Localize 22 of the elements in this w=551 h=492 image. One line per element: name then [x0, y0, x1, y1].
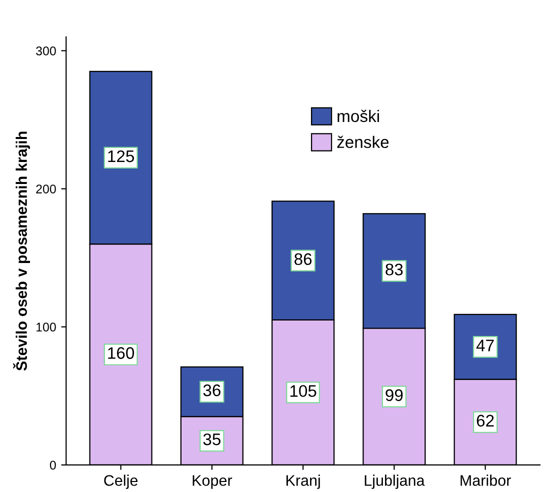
data-label: 99: [386, 389, 403, 402]
y-axis-title: Število oseb v posameznih krajih: [13, 132, 30, 371]
legend-label: ženske: [337, 136, 389, 148]
data-label: 83: [386, 264, 403, 276]
y-tick-label: 200: [36, 184, 56, 194]
data-label: 35: [203, 433, 220, 446]
data-label: 36: [203, 384, 220, 396]
x-tick-label: Ljubljana: [364, 474, 425, 489]
data-label: 125: [108, 150, 134, 162]
legend-label: moški: [338, 110, 379, 122]
data-label: 47: [476, 340, 494, 352]
x-tick-label: Celje: [104, 474, 138, 489]
x-tick-label: Kranj: [286, 474, 320, 489]
data-label: 62: [476, 414, 494, 427]
y-tick-label: 100: [36, 322, 56, 332]
y-tick-label: 0: [50, 460, 56, 470]
data-label: 86: [294, 253, 312, 266]
y-tick-label: 300: [36, 46, 56, 56]
x-tick-label: Koper: [192, 475, 232, 489]
data-label: 160: [108, 347, 134, 359]
x-tick-label: Maribor: [460, 474, 511, 486]
data-label: 105: [290, 385, 316, 397]
